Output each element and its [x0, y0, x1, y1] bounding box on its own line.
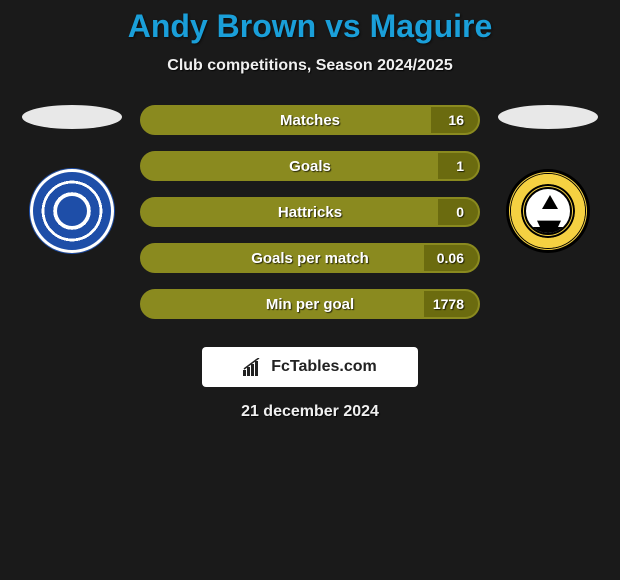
waves-icon — [526, 227, 570, 233]
stat-value-right: 1778 — [433, 296, 464, 312]
player-right-avatar — [498, 105, 598, 129]
stat-value-right: 16 — [448, 112, 464, 128]
branding-badge[interactable]: FcTables.com — [202, 347, 418, 387]
stat-row: Goals 1 — [140, 151, 480, 181]
stats-list: Matches 16 Goals 1 Hattricks 0 Goals per match… — [140, 105, 480, 319]
boston-badge-icon — [506, 169, 590, 253]
stat-value-right: 0 — [456, 204, 464, 220]
stat-label: Goals per match — [251, 250, 369, 267]
ship-hull-icon — [534, 211, 564, 227]
rochdale-badge-icon — [30, 169, 114, 253]
ship-sail-icon — [540, 195, 560, 215]
right-column — [498, 105, 598, 253]
player-left-avatar — [22, 105, 122, 129]
main-row: Matches 16 Goals 1 Hattricks 0 Goals per match… — [0, 105, 620, 319]
stat-label: Hattricks — [278, 204, 342, 221]
branding-text: FcTables.com — [271, 358, 377, 376]
boston-inner-icon — [524, 187, 572, 235]
date-text: 21 december 2024 — [0, 403, 620, 421]
chart-bars-icon — [243, 358, 265, 376]
stat-row: Matches 16 — [140, 105, 480, 135]
stat-row: Hattricks 0 — [140, 197, 480, 227]
page-title: Andy Brown vs Maguire — [0, 8, 620, 45]
stat-value-right: 0.06 — [437, 250, 464, 266]
stat-label: Matches — [280, 112, 340, 129]
stat-row: Goals per match 0.06 — [140, 243, 480, 273]
stat-row: Min per goal 1778 — [140, 289, 480, 319]
subtitle: Club competitions, Season 2024/2025 — [0, 57, 620, 75]
stat-label: Goals — [289, 158, 331, 175]
stat-value-right: 1 — [456, 158, 464, 174]
rochdale-shield-icon — [57, 196, 87, 226]
stat-label: Min per goal — [266, 296, 354, 313]
comparison-card: Andy Brown vs Maguire Club competitions,… — [0, 0, 620, 421]
left-column — [22, 105, 122, 253]
